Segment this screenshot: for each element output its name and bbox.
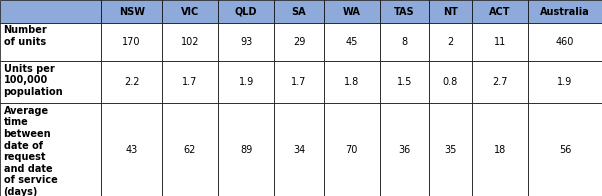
Bar xyxy=(0,103,102,196)
Text: 93: 93 xyxy=(240,37,252,47)
Bar xyxy=(528,61,602,103)
Text: 1.5: 1.5 xyxy=(397,77,412,87)
Bar xyxy=(162,0,218,23)
Bar xyxy=(429,0,472,23)
Text: 34: 34 xyxy=(293,145,305,155)
Text: 35: 35 xyxy=(444,145,457,155)
Bar xyxy=(275,103,324,196)
Bar xyxy=(472,23,528,61)
Bar xyxy=(324,23,380,61)
Text: 36: 36 xyxy=(399,145,411,155)
Text: 8: 8 xyxy=(402,37,408,47)
Bar xyxy=(0,0,102,23)
Text: VIC: VIC xyxy=(181,6,199,17)
Bar xyxy=(102,0,162,23)
Text: 0.8: 0.8 xyxy=(443,77,458,87)
Text: TAS: TAS xyxy=(394,6,415,17)
Bar xyxy=(324,61,380,103)
Bar xyxy=(472,0,528,23)
Bar xyxy=(275,0,324,23)
Text: 1.9: 1.9 xyxy=(238,77,254,87)
Bar xyxy=(380,0,429,23)
Text: Average
time
between
date of
request
and date
of service
(days): Average time between date of request and… xyxy=(4,106,57,196)
Bar xyxy=(218,61,275,103)
Text: 102: 102 xyxy=(181,37,199,47)
Bar xyxy=(324,0,380,23)
Text: ACT: ACT xyxy=(489,6,510,17)
Text: 170: 170 xyxy=(122,37,141,47)
Bar xyxy=(162,61,218,103)
Bar xyxy=(380,103,429,196)
Text: 11: 11 xyxy=(494,37,506,47)
Text: 460: 460 xyxy=(556,37,574,47)
Bar xyxy=(429,23,472,61)
Bar xyxy=(218,23,275,61)
Bar xyxy=(472,103,528,196)
Bar xyxy=(218,103,275,196)
Text: 1.9: 1.9 xyxy=(557,77,573,87)
Bar xyxy=(324,103,380,196)
Text: 70: 70 xyxy=(346,145,358,155)
Text: 1.7: 1.7 xyxy=(182,77,197,87)
Text: QLD: QLD xyxy=(235,6,258,17)
Bar xyxy=(528,0,602,23)
Bar xyxy=(0,23,102,61)
Bar xyxy=(275,61,324,103)
Bar xyxy=(380,23,429,61)
Bar xyxy=(162,103,218,196)
Text: NSW: NSW xyxy=(119,6,144,17)
Text: 89: 89 xyxy=(240,145,252,155)
Bar xyxy=(218,0,275,23)
Bar xyxy=(102,23,162,61)
Bar xyxy=(528,103,602,196)
Text: 1.7: 1.7 xyxy=(291,77,306,87)
Bar xyxy=(102,61,162,103)
Text: 2: 2 xyxy=(447,37,453,47)
Text: 1.8: 1.8 xyxy=(344,77,359,87)
Bar xyxy=(429,103,472,196)
Text: 18: 18 xyxy=(494,145,506,155)
Bar xyxy=(429,61,472,103)
Bar xyxy=(528,23,602,61)
Bar xyxy=(380,61,429,103)
Text: 62: 62 xyxy=(184,145,196,155)
Bar xyxy=(162,23,218,61)
Text: 29: 29 xyxy=(293,37,305,47)
Text: WA: WA xyxy=(343,6,361,17)
Text: Units per
100,000
population: Units per 100,000 population xyxy=(4,64,63,97)
Text: 2.7: 2.7 xyxy=(492,77,507,87)
Text: 2.2: 2.2 xyxy=(124,77,140,87)
Bar xyxy=(0,61,102,103)
Bar xyxy=(102,103,162,196)
Text: 56: 56 xyxy=(559,145,571,155)
Text: Number
of units: Number of units xyxy=(4,25,48,47)
Text: Australia: Australia xyxy=(540,6,590,17)
Bar xyxy=(472,61,528,103)
Text: NT: NT xyxy=(443,6,458,17)
Bar xyxy=(275,23,324,61)
Text: 43: 43 xyxy=(126,145,138,155)
Text: SA: SA xyxy=(291,6,306,17)
Text: 45: 45 xyxy=(346,37,358,47)
